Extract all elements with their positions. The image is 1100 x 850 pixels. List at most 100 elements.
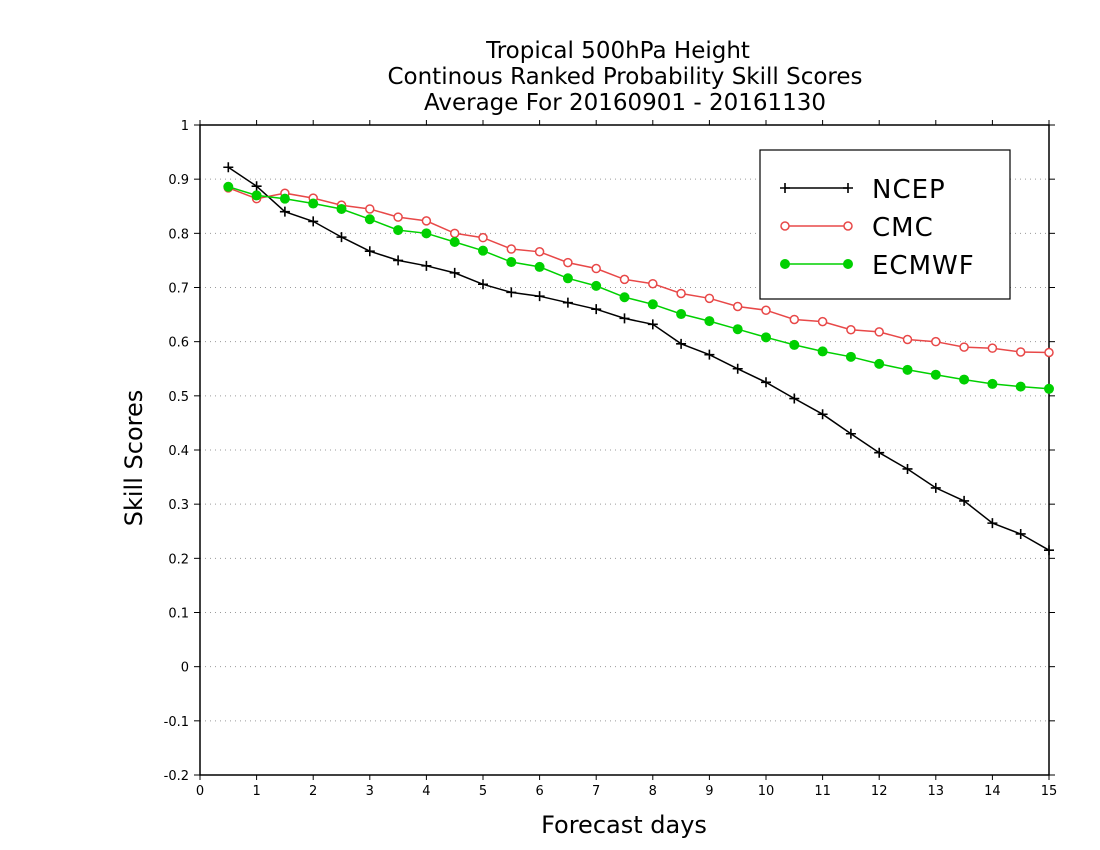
- point-ecmwf: [279, 193, 290, 204]
- point-cmc: [619, 274, 630, 285]
- legend-item-ncep: NCEP: [780, 175, 946, 205]
- x-tick-label: 5: [479, 784, 487, 799]
- point-ecmwf: [619, 292, 630, 303]
- x-tick-label: 3: [366, 784, 374, 799]
- x-tick-label: 7: [592, 784, 600, 799]
- point-cmc: [931, 336, 941, 347]
- point-ncep: [761, 377, 771, 388]
- point-cmc: [761, 305, 771, 315]
- point-ncep: [251, 181, 262, 192]
- y-tick-label: 0.5: [168, 390, 189, 405]
- point-ecmwf: [676, 309, 687, 320]
- point-cmc: [393, 212, 403, 222]
- x-tick-label: 2: [309, 784, 317, 799]
- x-tick-label: 12: [871, 784, 888, 799]
- point-cmc: [648, 278, 658, 289]
- point-ncep: [1044, 545, 1054, 556]
- point-ecmwf: [647, 299, 658, 310]
- point-cmc: [902, 334, 913, 345]
- chart-title: Tropical 500hPa Height Continous Ranked …: [387, 38, 862, 116]
- point-cmc: [563, 257, 573, 268]
- y-tick-label: 0: [181, 661, 189, 676]
- legend-label-ecmwf: ECMWF: [872, 251, 975, 281]
- point-ncep: [223, 162, 234, 173]
- x-axis-label: Forecast days: [541, 811, 707, 839]
- point-ecmwf: [987, 378, 998, 389]
- point-cmc: [506, 244, 517, 254]
- legend-marker-cmc: [780, 221, 790, 231]
- point-ncep: [534, 291, 545, 302]
- x-axis-ticks: 0 1 2 3 4 5 6 7 8 9 10 11 12 13 14 15: [196, 120, 1057, 799]
- point-ecmwf: [732, 324, 743, 335]
- point-ecmwf: [534, 261, 545, 272]
- point-cmc: [676, 288, 686, 299]
- point-ecmwf: [902, 364, 913, 375]
- y-tick-label: 0.2: [168, 552, 189, 567]
- point-ncep: [308, 216, 319, 227]
- point-ecmwf: [251, 190, 262, 201]
- point-ecmwf: [364, 214, 375, 225]
- point-ecmwf: [449, 237, 460, 247]
- point-ecmwf: [1044, 383, 1054, 394]
- y-tick-label: 0.7: [168, 282, 189, 297]
- y-tick-label: 0.1: [168, 607, 189, 622]
- series-line-ncep: [227, 166, 1050, 551]
- point-cmc: [959, 342, 969, 352]
- legend-marker-ecmwf: [843, 259, 853, 269]
- x-tick-label: 8: [649, 784, 657, 799]
- x-tick-label: 11: [814, 784, 831, 799]
- point-cmc: [421, 216, 432, 226]
- point-cmc: [987, 343, 998, 353]
- point-ncep: [817, 409, 828, 420]
- legend-marker-ecmwf: [780, 259, 790, 269]
- title-line-1: Tropical 500hPa Height: [485, 38, 750, 64]
- legend-marker-ncep: [780, 183, 790, 193]
- x-tick-label: 6: [535, 784, 543, 799]
- series-cmc: [223, 183, 1054, 358]
- point-ecmwf: [789, 339, 800, 350]
- point-ncep: [1015, 528, 1026, 539]
- point-ncep: [421, 260, 432, 271]
- y-tick-label: 0.8: [168, 227, 189, 242]
- y-tick-label: -0.2: [164, 769, 189, 784]
- point-ncep: [478, 279, 488, 290]
- x-tick-label: 4: [422, 784, 430, 799]
- y-axis-ticks: -0.2 -0.1 0 0.1 0.2 0.3 0.4 0.5 0.6 0.7 0.8 0.9 1: [164, 119, 1055, 784]
- point-cmc: [478, 232, 488, 243]
- x-tick-label: 14: [984, 784, 1001, 799]
- legend-marker-ncep: [843, 183, 853, 193]
- point-ecmwf: [506, 257, 517, 268]
- point-ncep: [393, 255, 404, 266]
- legend-label-ncep: NCEP: [872, 175, 946, 205]
- point-cmc: [846, 325, 856, 335]
- point-cmc: [534, 247, 545, 257]
- point-cmc: [732, 301, 743, 312]
- point-cmc: [365, 204, 375, 214]
- point-ncep: [987, 518, 998, 529]
- x-tick-label: 0: [196, 784, 204, 799]
- legend-item-ecmwf: ECMWF: [780, 251, 975, 281]
- x-tick-label: 10: [758, 784, 775, 799]
- point-cmc: [874, 327, 884, 337]
- point-ncep: [364, 246, 375, 257]
- point-ncep: [591, 304, 602, 315]
- y-tick-label: 0.3: [168, 498, 189, 513]
- point-ecmwf: [308, 198, 319, 209]
- point-ecmwf: [393, 225, 404, 236]
- point-ecmwf: [959, 374, 970, 385]
- point-ecmwf: [845, 351, 856, 362]
- point-ecmwf: [562, 273, 573, 284]
- point-ecmwf: [761, 332, 771, 343]
- legend-marker-cmc: [843, 221, 853, 231]
- point-cmc: [817, 316, 828, 327]
- legend: NCEP CMC ECMWF: [759, 149, 1011, 300]
- point-ecmwf: [1015, 381, 1026, 392]
- point-ncep: [647, 319, 658, 330]
- point-cmc: [704, 293, 715, 304]
- y-tick-label: 0.4: [168, 444, 189, 459]
- x-tick-label: 9: [705, 784, 713, 799]
- point-ncep: [279, 206, 290, 217]
- point-ncep: [619, 313, 630, 324]
- point-ecmwf: [874, 358, 885, 369]
